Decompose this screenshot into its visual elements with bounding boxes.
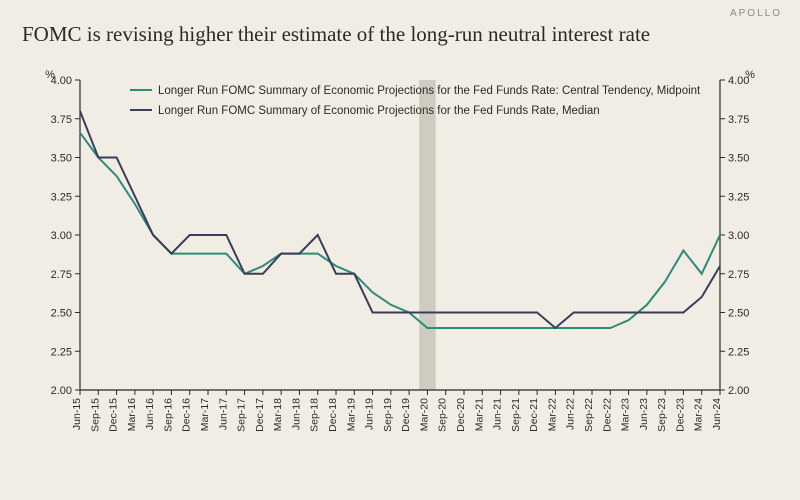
svg-text:3.75: 3.75 (51, 114, 72, 126)
chart-title: FOMC is revising higher their estimate o… (22, 22, 650, 47)
svg-text:2.50: 2.50 (728, 308, 749, 320)
svg-text:Mar-18: Mar-18 (272, 398, 284, 431)
svg-text:Sep-15: Sep-15 (89, 398, 101, 432)
svg-text:Dec-18: Dec-18 (327, 398, 339, 432)
line-chart: %%2.002.002.252.252.502.502.752.753.003.… (22, 70, 778, 480)
svg-text:2.25: 2.25 (51, 346, 72, 358)
svg-text:Jun-17: Jun-17 (217, 398, 229, 430)
svg-text:Sep-21: Sep-21 (510, 398, 522, 432)
svg-text:Mar-17: Mar-17 (199, 398, 211, 431)
svg-text:Sep-19: Sep-19 (382, 398, 394, 432)
svg-text:Sep-22: Sep-22 (583, 398, 595, 432)
apollo-logo: APOLLO (730, 8, 782, 19)
svg-text:Jun-18: Jun-18 (290, 398, 302, 430)
svg-text:Longer Run FOMC Summary of Eco: Longer Run FOMC Summary of Economic Proj… (158, 105, 600, 117)
svg-text:3.00: 3.00 (51, 230, 72, 242)
svg-text:Mar-22: Mar-22 (546, 398, 558, 431)
svg-text:Jun-24: Jun-24 (711, 398, 723, 430)
svg-text:Mar-20: Mar-20 (418, 398, 430, 431)
svg-text:Jun-23: Jun-23 (638, 398, 650, 430)
svg-text:Dec-23: Dec-23 (674, 398, 686, 432)
svg-text:Mar-24: Mar-24 (693, 398, 705, 431)
svg-text:Dec-19: Dec-19 (400, 398, 412, 432)
svg-text:Jun-21: Jun-21 (492, 398, 504, 430)
svg-text:Dec-17: Dec-17 (254, 398, 266, 432)
svg-text:2.75: 2.75 (51, 269, 72, 281)
svg-text:2.50: 2.50 (51, 308, 72, 320)
svg-text:Mar-23: Mar-23 (620, 398, 632, 431)
svg-text:Sep-17: Sep-17 (236, 398, 248, 432)
svg-text:3.50: 3.50 (728, 153, 749, 165)
svg-text:Sep-20: Sep-20 (437, 398, 449, 432)
svg-text:Dec-15: Dec-15 (108, 398, 120, 432)
chart-page: { "logo": "APOLLO", "title": "FOMC is re… (0, 0, 800, 500)
svg-text:Mar-21: Mar-21 (473, 398, 485, 431)
svg-text:Dec-16: Dec-16 (181, 398, 193, 432)
svg-text:4.00: 4.00 (728, 75, 749, 87)
svg-text:3.25: 3.25 (51, 191, 72, 203)
svg-text:Jun-15: Jun-15 (71, 398, 83, 430)
svg-text:3.00: 3.00 (728, 230, 749, 242)
svg-text:3.75: 3.75 (728, 114, 749, 126)
svg-text:3.25: 3.25 (728, 191, 749, 203)
svg-text:Jun-19: Jun-19 (364, 398, 376, 430)
svg-text:2.25: 2.25 (728, 346, 749, 358)
svg-text:Dec-22: Dec-22 (601, 398, 613, 432)
svg-text:Mar-19: Mar-19 (345, 398, 357, 431)
svg-text:2.75: 2.75 (728, 269, 749, 281)
svg-text:Mar-16: Mar-16 (126, 398, 138, 431)
chart-container: %%2.002.002.252.252.502.502.752.753.003.… (22, 70, 778, 480)
svg-text:Longer Run FOMC Summary of Eco: Longer Run FOMC Summary of Economic Proj… (158, 85, 701, 97)
svg-text:2.00: 2.00 (728, 385, 749, 397)
svg-text:3.50: 3.50 (51, 153, 72, 165)
svg-text:4.00: 4.00 (51, 75, 72, 87)
svg-text:Dec-20: Dec-20 (455, 398, 467, 432)
svg-text:Sep-16: Sep-16 (162, 398, 174, 432)
svg-text:Sep-18: Sep-18 (309, 398, 321, 432)
svg-text:Jun-22: Jun-22 (565, 398, 577, 430)
svg-text:Sep-23: Sep-23 (656, 398, 668, 432)
svg-text:2.00: 2.00 (51, 385, 72, 397)
svg-text:Dec-21: Dec-21 (528, 398, 540, 432)
svg-text:Jun-16: Jun-16 (144, 398, 156, 430)
